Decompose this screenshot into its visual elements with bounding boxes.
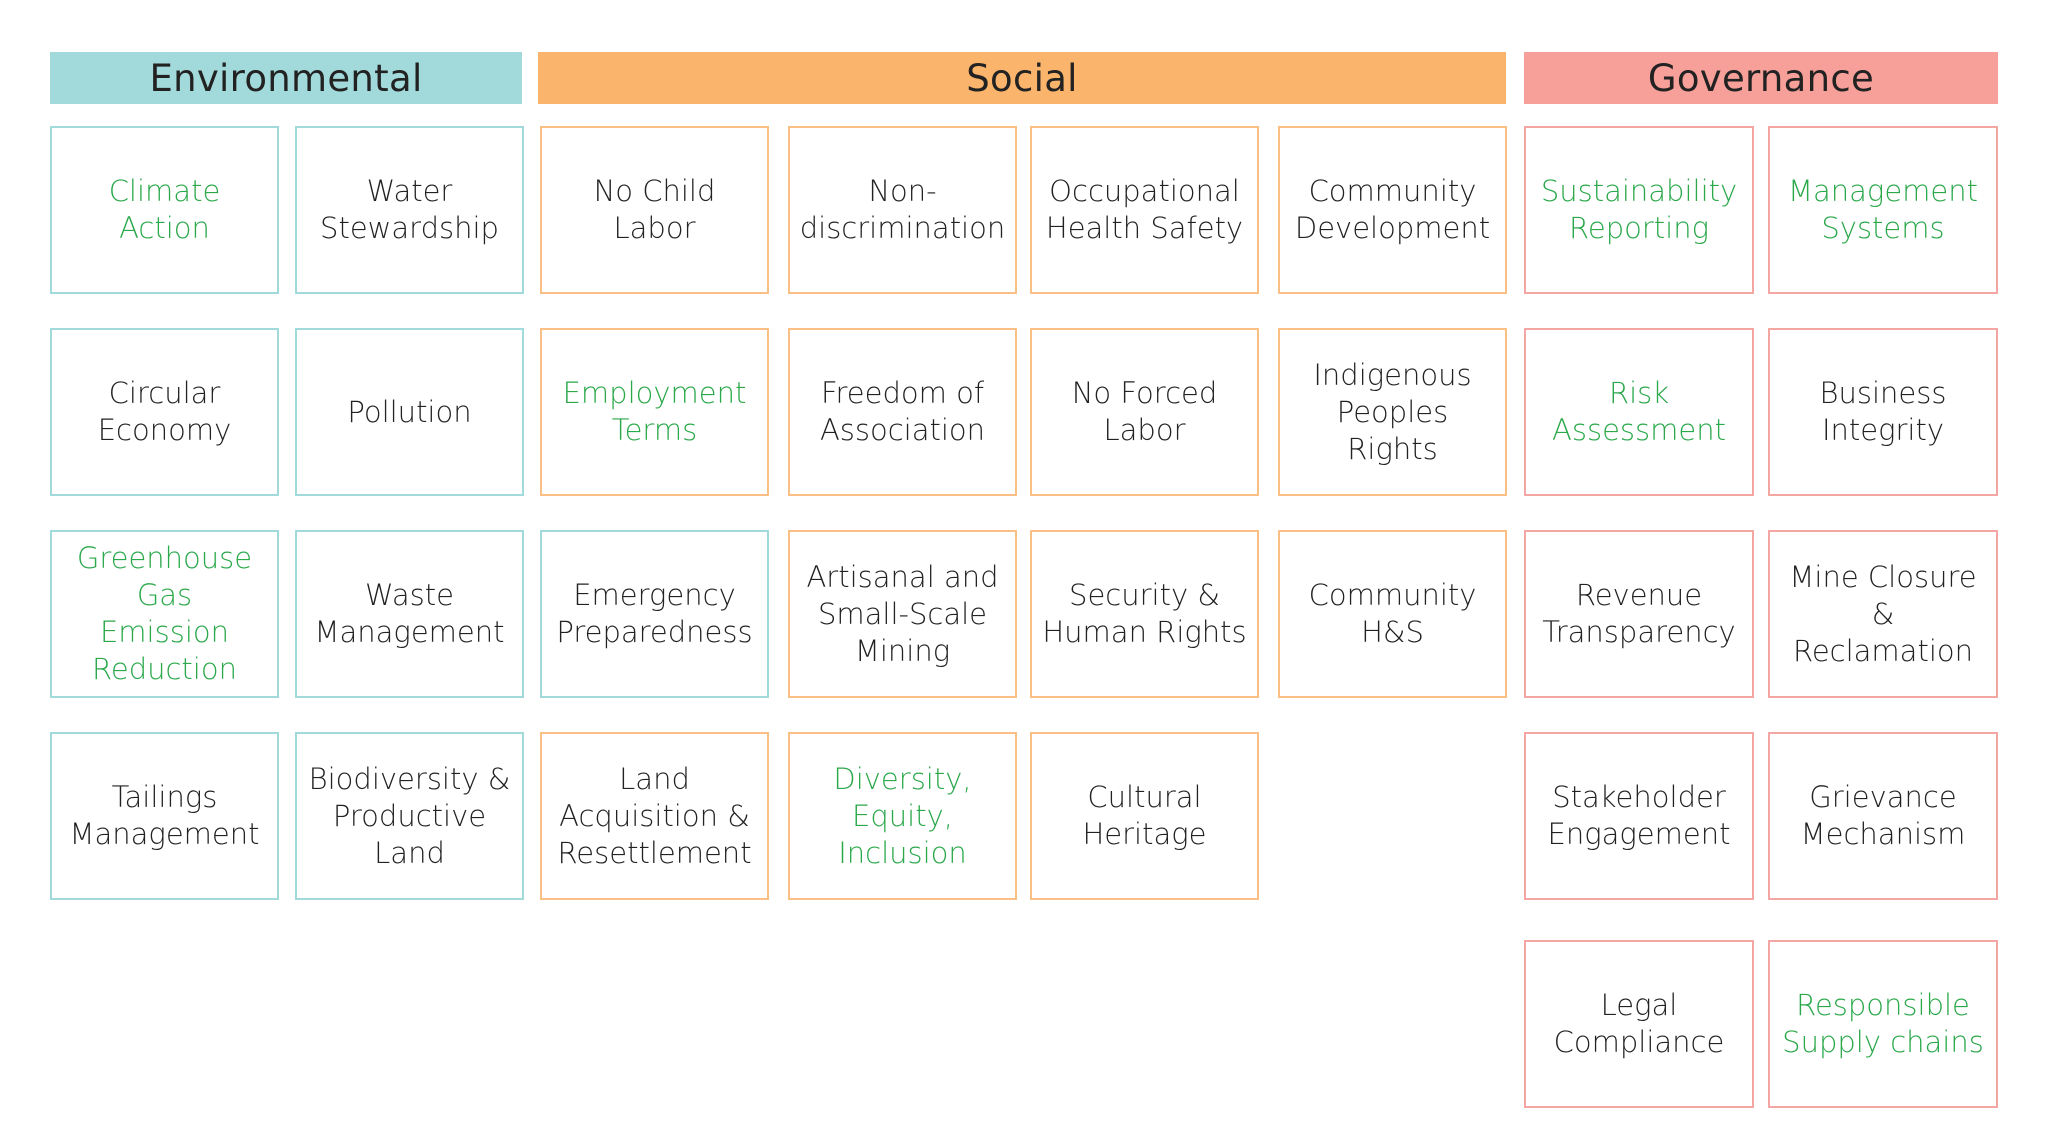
topic-label: No Child Labor [593, 174, 716, 245]
topic-label: Community H&S [1308, 578, 1477, 649]
topic-no-forced-labor: No Forced Labor [1030, 328, 1259, 496]
topic-tailings-management: Tailings Management [50, 732, 279, 900]
topic-label: Stakeholder Engagement [1547, 780, 1731, 851]
topic-label: Greenhouse Gas Emission Reduction [76, 541, 253, 686]
topic-label: Circular Economy [97, 376, 232, 447]
topic-label: Occupational Health Safety [1045, 174, 1244, 245]
topic-circular-economy: Circular Economy [50, 328, 279, 496]
topic-security-human-rights: Security & Human Rights [1030, 530, 1259, 698]
topic-label: Cultural Heritage [1082, 780, 1207, 851]
topic-grievance-mechanism: Grievance Mechanism [1768, 732, 1998, 900]
topic-label: No Forced Labor [1071, 376, 1218, 447]
topic-community-development: Community Development [1278, 126, 1507, 294]
topic-pollution: Pollution [295, 328, 524, 496]
governance-header: Governance [1524, 52, 1998, 104]
topic-diversity-equity-inclusion: Diversity, Equity, Inclusion [788, 732, 1017, 900]
topic-artisanal-small-scale-mining: Artisanal and Small-Scale Mining [788, 530, 1017, 698]
topic-non-discrimination: Non- discrimination [788, 126, 1017, 294]
topic-risk-assessment: Risk Assessment [1524, 328, 1754, 496]
topic-emergency-preparedness: Emergency Preparedness [540, 530, 769, 698]
topic-no-child-labor: No Child Labor [540, 126, 769, 294]
social-header-label: Social [966, 56, 1078, 100]
social-header: Social [538, 52, 1506, 104]
topic-responsible-supply-chains: Responsible Supply chains [1768, 940, 1998, 1108]
governance-header-label: Governance [1647, 56, 1875, 100]
topic-label: Management Systems [1787, 174, 1979, 245]
topic-label: Indigenous Peoples Rights [1313, 357, 1472, 466]
topic-label: Pollution [347, 394, 472, 429]
topic-label: Climate Action [108, 174, 221, 245]
topic-label: Legal Compliance [1553, 988, 1725, 1059]
environmental-header: Environmental [50, 52, 522, 104]
topic-sustainability-reporting: Sustainability Reporting [1524, 126, 1754, 294]
topic-biodiversity-productive-land: Biodiversity & Productive Land [295, 732, 524, 900]
topic-label: Biodiversity & Productive Land [308, 761, 511, 870]
topic-label: Grievance Mechanism [1800, 780, 1966, 851]
topic-indigenous-peoples-rights: Indigenous Peoples Rights [1278, 328, 1507, 496]
topic-cultural-heritage: Cultural Heritage [1030, 732, 1259, 900]
topic-label: Responsible Supply chains [1782, 988, 1984, 1059]
topic-label: Community Development [1294, 174, 1491, 245]
topic-community-hs: Community H&S [1278, 530, 1507, 698]
topic-label: Employment Terms [562, 376, 747, 447]
topic-label: Artisanal and Small-Scale Mining [806, 559, 999, 668]
topic-label: Water Stewardship [320, 174, 499, 245]
topic-label: Revenue Transparency [1542, 578, 1736, 649]
topic-label: Waste Management [314, 578, 505, 649]
environmental-header-label: Environmental [149, 56, 423, 100]
topic-freedom-of-association: Freedom of Association [788, 328, 1017, 496]
topic-legal-compliance: Legal Compliance [1524, 940, 1754, 1108]
topic-employment-terms: Employment Terms [540, 328, 769, 496]
topic-label: Diversity, Equity, Inclusion [833, 761, 972, 870]
topic-label: Security & Human Rights [1042, 578, 1247, 649]
topic-stakeholder-engagement: Stakeholder Engagement [1524, 732, 1754, 900]
topic-label: Tailings Management [69, 780, 260, 851]
topic-business-integrity: Business Integrity [1768, 328, 1998, 496]
topic-label: Non- discrimination [799, 174, 1006, 245]
topic-greenhouse-gas-emission-reduction: Greenhouse Gas Emission Reduction [50, 530, 279, 698]
topic-revenue-transparency: Revenue Transparency [1524, 530, 1754, 698]
topic-label: Business Integrity [1819, 376, 1947, 447]
topic-label: Land Acquisition & Resettlement [557, 761, 752, 870]
topic-management-systems: Management Systems [1768, 126, 1998, 294]
topic-label: Risk Assessment [1552, 376, 1726, 447]
topic-label: Sustainability Reporting [1540, 174, 1738, 245]
topic-water-stewardship: Water Stewardship [295, 126, 524, 294]
topic-label: Freedom of Association [819, 376, 986, 447]
topic-climate-action: Climate Action [50, 126, 279, 294]
topic-waste-management: Waste Management [295, 530, 524, 698]
topic-label: Emergency Preparedness [556, 578, 753, 649]
topic-mine-closure-reclamation: Mine Closure & Reclamation [1768, 530, 1998, 698]
topic-land-acquisition-resettlement: Land Acquisition & Resettlement [540, 732, 769, 900]
topic-label: Mine Closure & Reclamation [1789, 559, 1977, 668]
topic-occupational-health-safety: Occupational Health Safety [1030, 126, 1259, 294]
